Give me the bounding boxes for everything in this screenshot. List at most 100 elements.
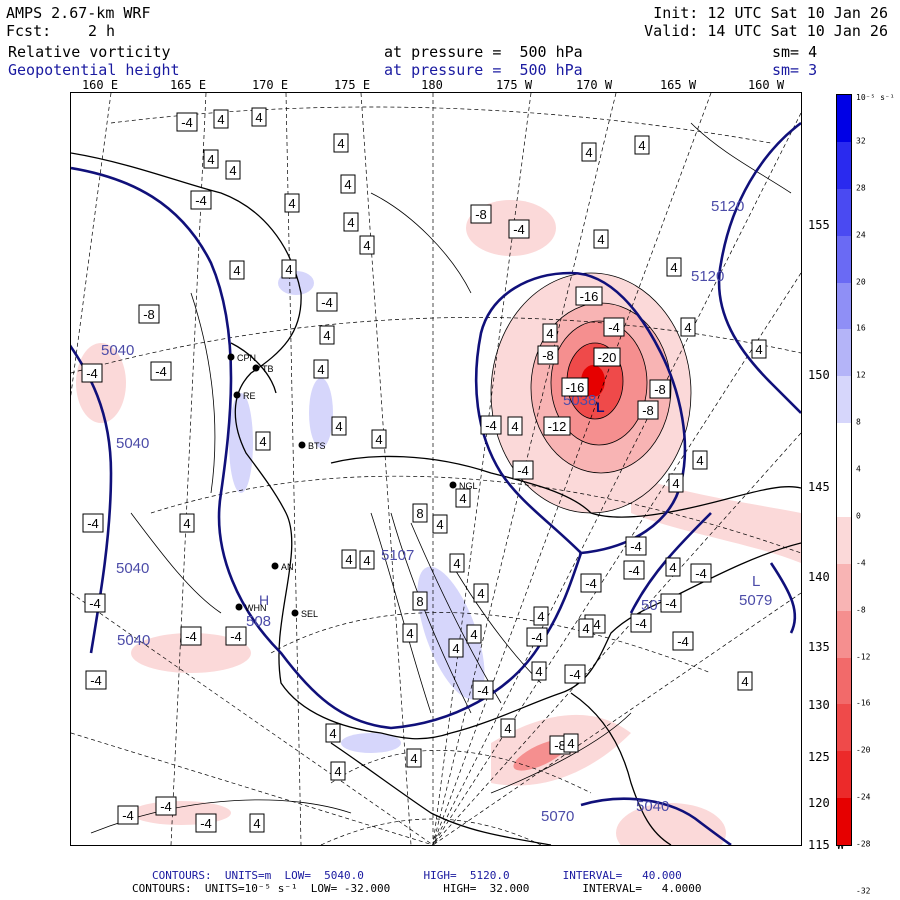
vorticity-value-box: 4: [680, 317, 696, 337]
graticule: [71, 93, 801, 845]
vorticity-contour: [190, 292, 216, 494]
vorticity-value-box: 4: [448, 638, 464, 658]
vorticity-value-text: 4: [255, 110, 262, 125]
vorticity-value-frame: [138, 304, 160, 324]
vorticity-value-box: 4: [203, 149, 219, 169]
vorticity-value-frame: [82, 513, 104, 533]
vorticity-value-box: -4: [195, 813, 217, 833]
vorticity-value-frame: [359, 550, 375, 570]
vorticity-value-box: 4: [406, 748, 422, 768]
colorbar-tick-label: 8: [856, 417, 861, 427]
colorbar-tick-label: 32: [856, 136, 866, 146]
forecast-hour: 2 h: [88, 22, 116, 40]
vorticity-value-frame: [680, 317, 696, 337]
longitude-label: 160 E: [81, 78, 119, 92]
longitude-label: 165 W: [659, 78, 697, 92]
colorbar-tick-label: -28: [856, 839, 871, 849]
vorticity-value-box: 4: [359, 550, 375, 570]
longitude-label: 175 W: [495, 78, 533, 92]
height-label: 5040: [636, 798, 669, 815]
vorticity-shade-positive: [309, 378, 333, 448]
vorticity-value-frame: [180, 626, 202, 646]
vorticity-value-box: -4: [84, 593, 106, 613]
meridian-line: [432, 93, 712, 845]
colorbar-swatch: [837, 563, 851, 611]
vorticity-value-text: 4: [453, 556, 460, 571]
vorticity-value-text: 4: [535, 664, 542, 679]
vorticity-value-box: -8: [649, 379, 671, 399]
coastlines: [71, 152, 801, 845]
vorticity-value-frame: [472, 680, 494, 700]
latitude-label: 135 W: [808, 640, 845, 654]
vorticity-value-frame: [340, 174, 356, 194]
vorticity-value-text: -4: [160, 799, 172, 814]
latitude-label: 150 W: [808, 368, 845, 382]
height-contour-5120: [769, 562, 797, 634]
vorticity-value-box: 4: [581, 142, 597, 162]
vorticity-value-frame: [692, 450, 708, 470]
colorbar-tick-label: 0: [856, 511, 861, 521]
vorticity-value-box: -16: [561, 377, 589, 397]
vorticity-value-box: -20: [593, 347, 621, 367]
vorticity-value-text: 4: [477, 586, 484, 601]
vorticity-value-box: -4: [85, 670, 107, 690]
vorticity-value-text: -8: [542, 348, 554, 363]
height-label: 5120: [691, 268, 724, 285]
vorticity-value-text: -4: [630, 539, 642, 554]
vorticity-value-frame: [85, 670, 107, 690]
vorticity-value-box: 4: [737, 671, 753, 691]
vorticity-value-text: -4: [569, 667, 581, 682]
vorticity-value-text: 4: [229, 163, 236, 178]
vorticity-value-frame: [455, 488, 471, 508]
vorticity-value-text: -16: [580, 289, 599, 304]
colorbar-tick-label: -4: [856, 558, 866, 568]
vorticity-value-box: -4: [190, 190, 212, 210]
vorticity-value-box: -4: [508, 219, 530, 239]
vorticity-contour: [130, 512, 222, 614]
forecast-label: Fcst:: [6, 22, 52, 40]
vorticity-value-box: 4: [432, 514, 448, 534]
vorticity-value-frame: [623, 560, 645, 580]
vorticity-value-frame: [526, 627, 548, 647]
station-label: TB: [262, 364, 274, 374]
vorticity-value-frame: [284, 193, 300, 213]
vorticity-value-box: -4: [480, 415, 502, 435]
vorticity-value-box: 4: [371, 429, 387, 449]
vorticity-value-text: 4: [363, 238, 370, 253]
vorticity-value-frame: [432, 514, 448, 534]
vorticity-value-text: 4: [546, 326, 553, 341]
vorticity-value-text: 4: [672, 476, 679, 491]
vorticity-value-frame: [637, 400, 659, 420]
height-contour-5040: [580, 797, 732, 845]
meridian-line: [360, 93, 412, 845]
colorbar-swatch: [837, 141, 851, 189]
vorticity-value-text: 4: [288, 196, 295, 211]
vorticity-value-text: 4: [436, 517, 443, 532]
vorticity-value-frame: [81, 363, 103, 383]
vorticity-value-text: 4: [670, 260, 677, 275]
vorticity-contour: [550, 320, 648, 446]
vorticity-value-text: -8: [143, 307, 155, 322]
parallel-line: [320, 818, 542, 845]
vorticity-value-box: 4: [229, 260, 245, 280]
vorticity-value-box: -4: [81, 363, 103, 383]
vorticity-value-frame: [190, 190, 212, 210]
vorticity-value-text: 4: [217, 112, 224, 127]
vorticity-value-text: -4: [200, 816, 212, 831]
vorticity-value-text: -4: [477, 683, 489, 698]
model-title: AMPS 2.67-km WRF: [6, 4, 151, 22]
station-label: NGL: [459, 481, 478, 491]
parallel-line: [270, 612, 712, 674]
vorticity-value-box: 4: [692, 450, 708, 470]
vorticity-value-box: 4: [341, 549, 357, 569]
vorticity-value-frame: [666, 257, 682, 277]
field2-smooth: sm= 3: [772, 61, 818, 79]
vorticity-value-text: 4: [410, 751, 417, 766]
height-label: 5040: [116, 435, 149, 452]
vorticity-value-frame: [316, 292, 338, 312]
vorticity-value-text: 4: [207, 152, 214, 167]
colorbar-unit: 10⁻⁵ s⁻¹: [856, 93, 895, 102]
vorticity-value-box: 4: [284, 193, 300, 213]
